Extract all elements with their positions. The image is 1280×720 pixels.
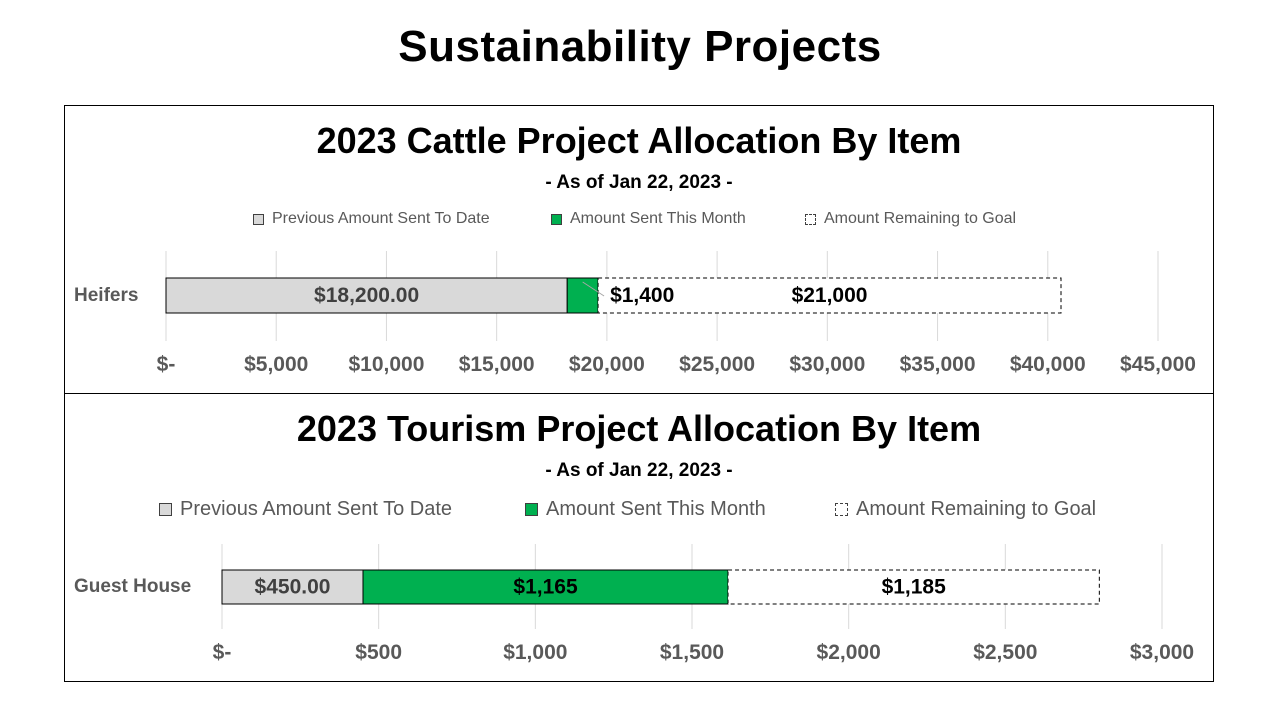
bar-this-month [566, 277, 599, 314]
legend-item-remaining: Amount Remaining to Goal [835, 498, 1096, 521]
chart-plot-cattle: $- $5,000 $10,000 $15,000 $20,000 $25,000 $30,… [74, 251, 1196, 376]
x-tick-label: $20,000 [569, 353, 645, 376]
legend-swatch-remaining [835, 503, 848, 516]
legend-item-this-month: Amount Sent This Month [525, 498, 766, 521]
x-tick-label: $10,000 [348, 353, 424, 376]
data-label-remaining: $21,000 [792, 284, 868, 307]
bar-previous [165, 277, 568, 314]
chart-panel-cattle: 2023 Cattle Project Allocation By Item -… [64, 105, 1214, 395]
legend-label: Amount Sent This Month [570, 210, 746, 227]
data-label-remaining: $1,185 [882, 576, 947, 599]
chart-subtitle: - As of Jan 22, 2023 - [545, 172, 733, 193]
chart-plot-tourism: $- $500 $1,000 $1,500 $2,000 $2,500 $3,000 Gues… [74, 544, 1194, 664]
legend-swatch-this-month [525, 503, 538, 516]
x-tick-label: $2,000 [817, 641, 881, 664]
x-tick-label: $1,500 [660, 641, 724, 664]
legend-item-this-month: Amount Sent This Month [551, 210, 746, 228]
page-title: Sustainability Projects [398, 22, 882, 71]
chart-legend: Previous Amount Sent To Date Amount Sent… [65, 210, 1213, 232]
data-label-previous: $18,200.00 [314, 284, 419, 307]
legend-swatch-remaining [805, 213, 816, 225]
data-label-this-month: $1,165 [513, 576, 578, 599]
legend-label: Previous Amount Sent To Date [272, 210, 490, 227]
bar-remaining [597, 277, 1062, 314]
chart-title: 2023 Tourism Project Allocation By Item [296, 408, 982, 449]
x-tick-label: $- [213, 641, 232, 664]
x-tick-label: $25,000 [679, 353, 755, 376]
x-tick-label: $15,000 [459, 353, 535, 376]
legend-item-remaining: Amount Remaining to Goal [805, 210, 1016, 228]
x-tick-label: $30,000 [789, 353, 865, 376]
bar-remaining [727, 569, 1100, 605]
x-tick-label: $3,000 [1130, 641, 1194, 664]
bar-previous [221, 569, 364, 605]
x-tick-label: $500 [355, 641, 402, 664]
category-label: Heifers [74, 285, 138, 306]
chart-legend: Previous Amount Sent To Date Amount Sent… [65, 498, 1213, 520]
x-tick-label: $1,000 [503, 641, 567, 664]
x-tick-label: $35,000 [900, 353, 976, 376]
data-label-leader [582, 281, 605, 297]
data-label-this-month: $1,400 [610, 284, 674, 307]
x-tick-label: $- [157, 353, 176, 376]
legend-swatch-previous [253, 213, 264, 225]
x-tick-label: $5,000 [244, 353, 308, 376]
legend-item-previous: Previous Amount Sent To Date [253, 210, 490, 228]
bar-this-month [362, 569, 729, 605]
legend-label: Previous Amount Sent To Date [180, 498, 453, 520]
data-label-previous: $450.00 [255, 576, 331, 599]
x-tick-label: $45,000 [1120, 353, 1196, 376]
chart-panel-tourism: 2023 Tourism Project Allocation By Item … [64, 393, 1214, 682]
legend-swatch-previous [159, 503, 172, 516]
chart-title: 2023 Cattle Project Allocation By Item [316, 120, 962, 161]
legend-label: Amount Remaining to Goal [824, 210, 1017, 227]
legend-label: Amount Sent This Month [546, 498, 766, 520]
x-tick-label: $40,000 [1010, 353, 1086, 376]
legend-label: Amount Remaining to Goal [856, 498, 1097, 520]
chart-subtitle: - As of Jan 22, 2023 - [545, 460, 733, 481]
legend-swatch-this-month [551, 213, 562, 225]
x-tick-label: $2,500 [973, 641, 1037, 664]
category-label: Guest House [74, 576, 191, 597]
legend-item-previous: Previous Amount Sent To Date [159, 498, 452, 521]
